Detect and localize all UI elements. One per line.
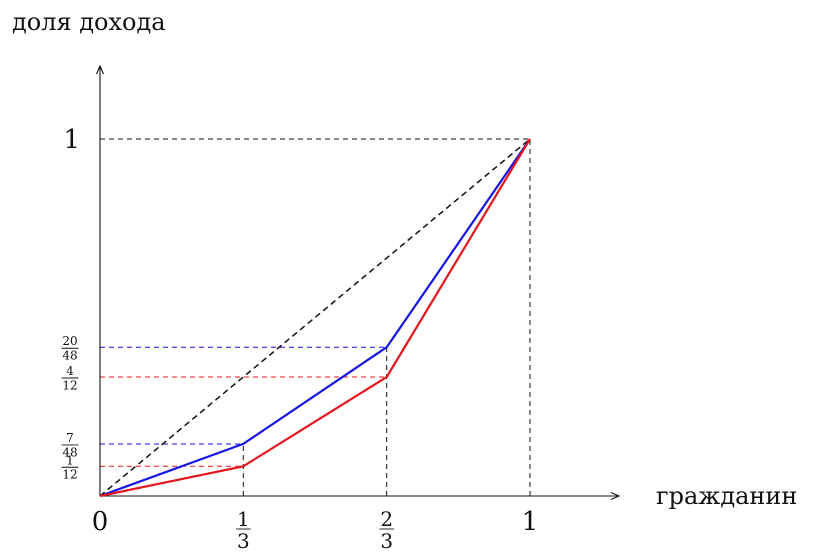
y-tick-label-0-num: 1 [66,453,74,467]
y-axis-arrow [95,64,105,75]
guide-lines [100,138,531,496]
series-line-1 [99,138,531,498]
y-tick-label-4: 1 [63,125,80,155]
x-axis-arrow [610,491,621,501]
y-axis-title: доля дохода [12,8,166,36]
x-tick-label-2-den: 3 [380,529,393,552]
y-tick-label-2-num: 4 [66,364,74,378]
y-tick-label-1: 748 [61,431,79,459]
x-tick-label-0: 0 [92,507,109,537]
y-tick-label-0-den: 12 [62,468,77,482]
axes [95,64,621,501]
series-lines [99,138,531,498]
x-axis-title: гражданин [656,482,797,510]
y-tick-label-1-den: 48 [62,445,77,459]
y-tick-label-3-den: 48 [62,349,77,363]
y-tick-label-3-num: 20 [62,334,77,348]
y-tick-label-0: 112 [61,453,79,482]
series-line-2 [99,138,531,498]
x-tick-label-1-num: 1 [237,507,250,531]
series-line-0 [99,138,531,497]
x-tick-label-2: 23 [379,507,394,552]
y-tick-label-1-num: 7 [66,431,74,445]
y-tick-label-2: 412 [61,364,79,392]
x-tick-label-1: 13 [236,507,251,552]
x-tick-label-3: 1 [522,507,539,537]
x-tick-label-1-den: 3 [237,529,250,552]
y-tick-label-2-den: 12 [62,378,77,392]
x-tick-label-2-num: 2 [380,507,393,531]
